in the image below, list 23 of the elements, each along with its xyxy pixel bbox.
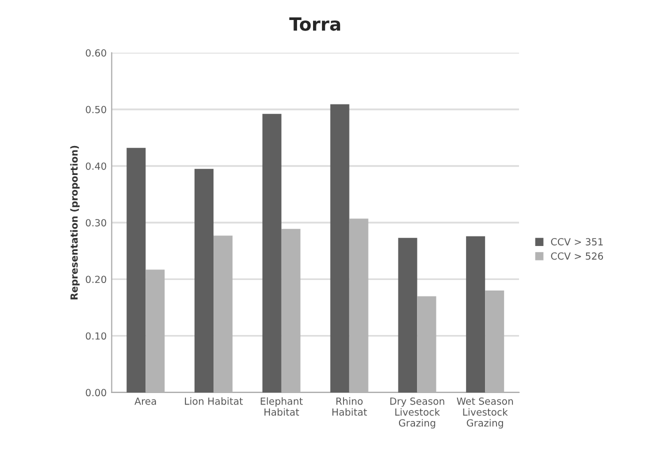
y-tick-label: 0.30 bbox=[86, 219, 106, 226]
bar bbox=[262, 114, 282, 392]
x-tick-label: Area bbox=[134, 398, 156, 405]
y-tick-label: 0.10 bbox=[86, 332, 106, 340]
chart-title: Torra bbox=[289, 17, 340, 31]
x-tick-label: Elephant Habitat bbox=[260, 397, 303, 416]
x-tick-label: Lion Habitat bbox=[184, 397, 243, 405]
x-tick-label: Dry Season Livestock Grazing bbox=[390, 397, 444, 428]
bar bbox=[398, 238, 418, 392]
y-tick-label: 0.50 bbox=[86, 106, 106, 114]
y-tick-label: 0.60 bbox=[86, 49, 106, 57]
x-tick-label: Wet Season Livestock Grazing bbox=[456, 397, 513, 428]
bar bbox=[126, 148, 146, 392]
y-axis-title: Representation (proportion) bbox=[70, 146, 80, 300]
y-tick-label: 0.20 bbox=[86, 276, 106, 284]
x-tick-label: Rhino Habitat bbox=[332, 397, 367, 416]
bar bbox=[330, 104, 350, 392]
y-tick-label: 0.40 bbox=[86, 162, 106, 170]
legend-label: CCV > 351 bbox=[551, 238, 603, 246]
bar bbox=[466, 236, 486, 392]
bar bbox=[194, 168, 214, 392]
y-tick-label: 0.00 bbox=[86, 388, 106, 396]
legend-label: CCV > 526 bbox=[551, 252, 604, 260]
